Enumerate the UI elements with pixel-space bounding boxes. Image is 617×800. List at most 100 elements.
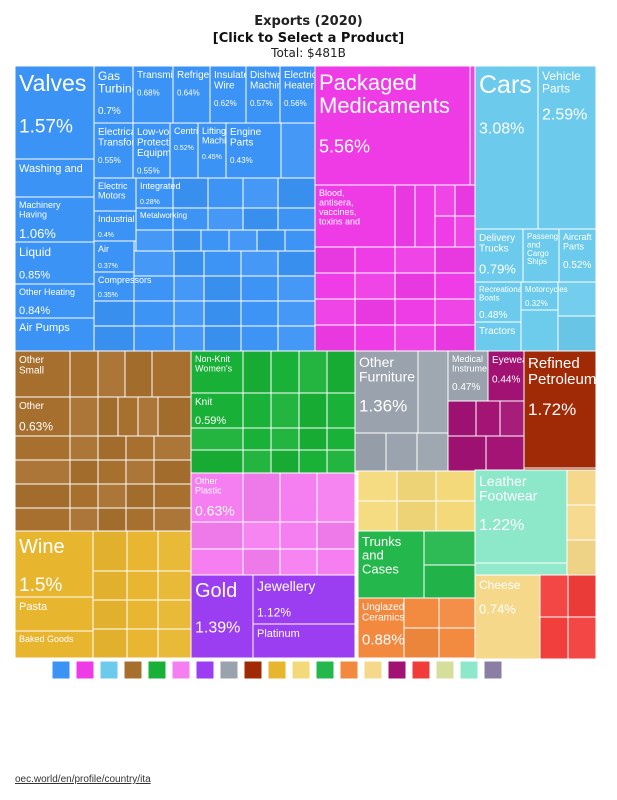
treemap-tile-minor[interactable] xyxy=(242,207,279,231)
treemap-tile-minor[interactable] xyxy=(434,298,476,326)
treemap-tile-minor[interactable] xyxy=(354,246,396,274)
treemap-tile-minor[interactable] xyxy=(256,229,286,252)
treemap-tile-minor[interactable] xyxy=(242,449,272,474)
treemap-tile-minor[interactable] xyxy=(126,530,159,572)
treemap-tile-minor[interactable] xyxy=(403,597,440,629)
tile-motorcycles-rect[interactable] xyxy=(520,281,559,311)
treemap-tile-minor[interactable] xyxy=(423,530,476,566)
treemap-tile-minor[interactable] xyxy=(69,507,99,532)
treemap-tile-minor[interactable] xyxy=(279,472,318,523)
treemap-tile-minor[interactable] xyxy=(97,396,119,437)
tile-other-iron-products-rect[interactable] xyxy=(14,396,71,437)
treemap-tile-minor[interactable] xyxy=(242,427,272,451)
treemap-tile-minor[interactable] xyxy=(326,427,356,451)
source-link[interactable]: oec.world/en/profile/country/ita xyxy=(15,774,151,785)
treemap-tile-minor[interactable] xyxy=(314,272,356,300)
legend-wood-products[interactable] xyxy=(411,660,431,680)
treemap-tile-minor[interactable] xyxy=(385,432,418,472)
treemap-tile-minor[interactable] xyxy=(357,500,398,532)
treemap-tile-minor[interactable] xyxy=(240,275,279,302)
treemap-tile-minor[interactable] xyxy=(173,275,205,302)
tile-integrated-circuits[interactable]: Integrated 0.28% xyxy=(135,177,181,209)
treemap-tile-minor[interactable] xyxy=(434,324,476,352)
treemap-tile-minor[interactable] xyxy=(354,298,396,326)
treemap-tile-minor[interactable] xyxy=(125,483,155,509)
tile-delivery-trucks[interactable]: Delivery Trucks 0.79% xyxy=(474,228,524,283)
treemap-tile-minor[interactable] xyxy=(454,215,476,248)
treemap-tile-minor[interactable] xyxy=(394,184,416,248)
treemap-tile-minor[interactable] xyxy=(270,449,300,474)
treemap-tile-minor[interactable] xyxy=(567,574,597,618)
treemap-tile-minor[interactable] xyxy=(92,570,128,601)
treemap-tile-minor[interactable] xyxy=(499,400,525,437)
tile-other-heating-machinery[interactable]: Other Heating 0.84% xyxy=(14,283,95,319)
treemap-tile-minor[interactable] xyxy=(203,300,242,327)
legend-paper-goods[interactable] xyxy=(435,660,455,680)
tile-engine-parts[interactable]: Engine Parts 0.43% xyxy=(225,122,282,179)
treemap-tile-minor[interactable] xyxy=(414,184,436,248)
treemap-tile-minor[interactable] xyxy=(354,272,396,300)
treemap-tile-minor[interactable] xyxy=(434,272,476,300)
treemap-tile-minor[interactable] xyxy=(557,315,597,352)
treemap-tile-minor[interactable] xyxy=(435,500,476,532)
treemap-tile-minor[interactable] xyxy=(153,459,192,485)
treemap-tile-minor[interactable] xyxy=(173,250,205,277)
treemap-tile-minor[interactable] xyxy=(240,250,279,277)
treemap-tile-minor[interactable] xyxy=(314,246,356,274)
treemap-tile-minor[interactable] xyxy=(242,177,279,209)
treemap-tile-minor[interactable] xyxy=(396,500,437,532)
tile-electrical-transformers[interactable]: Electrical Transformers 0.55% xyxy=(93,122,157,179)
treemap-tile-minor[interactable] xyxy=(438,597,476,629)
tile-gas-turbines-rect[interactable] xyxy=(93,65,134,124)
tile-medical-instruments-rect[interactable] xyxy=(447,350,489,402)
treemap-tile-minor[interactable] xyxy=(153,435,192,461)
tile-blood-antisera-vaccines-toxins-and-cultures[interactable]: Blood, antisera, vaccines, toxins and xyxy=(314,184,396,248)
tile-gold[interactable]: Gold 1.39% xyxy=(190,574,254,659)
tile-pasta[interactable]: Pasta xyxy=(14,596,94,632)
treemap-tile-minor[interactable] xyxy=(277,300,316,327)
treemap-tile-minor[interactable] xyxy=(97,483,127,509)
legend-instruments[interactable] xyxy=(219,660,239,680)
treemap-tile-minor[interactable] xyxy=(447,435,487,472)
tile-refrigerators[interactable]: Refrigerators 0.64% xyxy=(172,65,235,124)
legend-animal-products[interactable] xyxy=(363,660,383,680)
tile-baked-goods[interactable]: Baked Goods xyxy=(14,630,94,659)
treemap-tile-minor[interactable] xyxy=(354,324,396,352)
tile-cheese-rect[interactable] xyxy=(474,574,541,660)
tile-tractors[interactable]: Tractors xyxy=(474,321,522,352)
tile-aircraft-parts-rect[interactable] xyxy=(558,228,597,283)
legend-chemical-products[interactable] xyxy=(75,660,95,680)
treemap-tile-minor[interactable] xyxy=(277,177,316,209)
treemap-tile-minor[interactable] xyxy=(153,507,192,532)
treemap-tile-minor[interactable] xyxy=(485,435,525,472)
tile-baked-goods-rect[interactable] xyxy=(14,630,94,659)
tile-non-knit-women-s-suits-rect[interactable] xyxy=(190,350,244,394)
tile-trunks-and-cases-rect[interactable] xyxy=(357,530,425,599)
tile-trunks-and-cases[interactable]: Trunks and Cases xyxy=(357,530,425,599)
treemap-tile-minor[interactable] xyxy=(567,616,597,660)
treemap-tile-minor[interactable] xyxy=(173,300,205,327)
treemap-tile-minor[interactable] xyxy=(277,207,316,231)
treemap-tile-minor[interactable] xyxy=(298,449,328,474)
legend-vegetable-products[interactable] xyxy=(291,660,311,680)
tile-air-pumps[interactable]: Air Pumps xyxy=(14,317,95,352)
treemap-tile-minor[interactable] xyxy=(438,627,476,659)
tile-wine-rect[interactable] xyxy=(14,530,94,598)
tile-other-plastic-products-rect[interactable] xyxy=(190,472,244,523)
treemap-tile-minor[interactable] xyxy=(190,449,244,474)
treemap-tile-minor[interactable] xyxy=(125,507,155,532)
treemap-tile-minor[interactable] xyxy=(394,246,436,274)
legend-plastics-and-rubbers[interactable] xyxy=(171,660,191,680)
treemap-tile-minor[interactable] xyxy=(14,459,71,485)
treemap-tile-minor[interactable] xyxy=(298,350,328,394)
tile-knit-sweaters[interactable]: Knit 0.59% xyxy=(190,392,244,429)
tile-electrical-transformers-rect[interactable] xyxy=(93,122,134,179)
tile-valves[interactable]: Valves 1.57% xyxy=(14,65,95,160)
treemap-tile-minor[interactable] xyxy=(270,350,300,394)
tile-non-knit-women-s-suits[interactable]: Non-Knit Women's xyxy=(190,350,244,394)
legend-textiles[interactable] xyxy=(147,660,167,680)
tile-transmissions[interactable]: Transmissions 0.68% xyxy=(132,65,201,124)
tile-leather-footwear-rect[interactable] xyxy=(474,469,568,564)
treemap-tile-minor[interactable] xyxy=(520,309,559,352)
treemap-tile-minor[interactable] xyxy=(69,350,99,398)
